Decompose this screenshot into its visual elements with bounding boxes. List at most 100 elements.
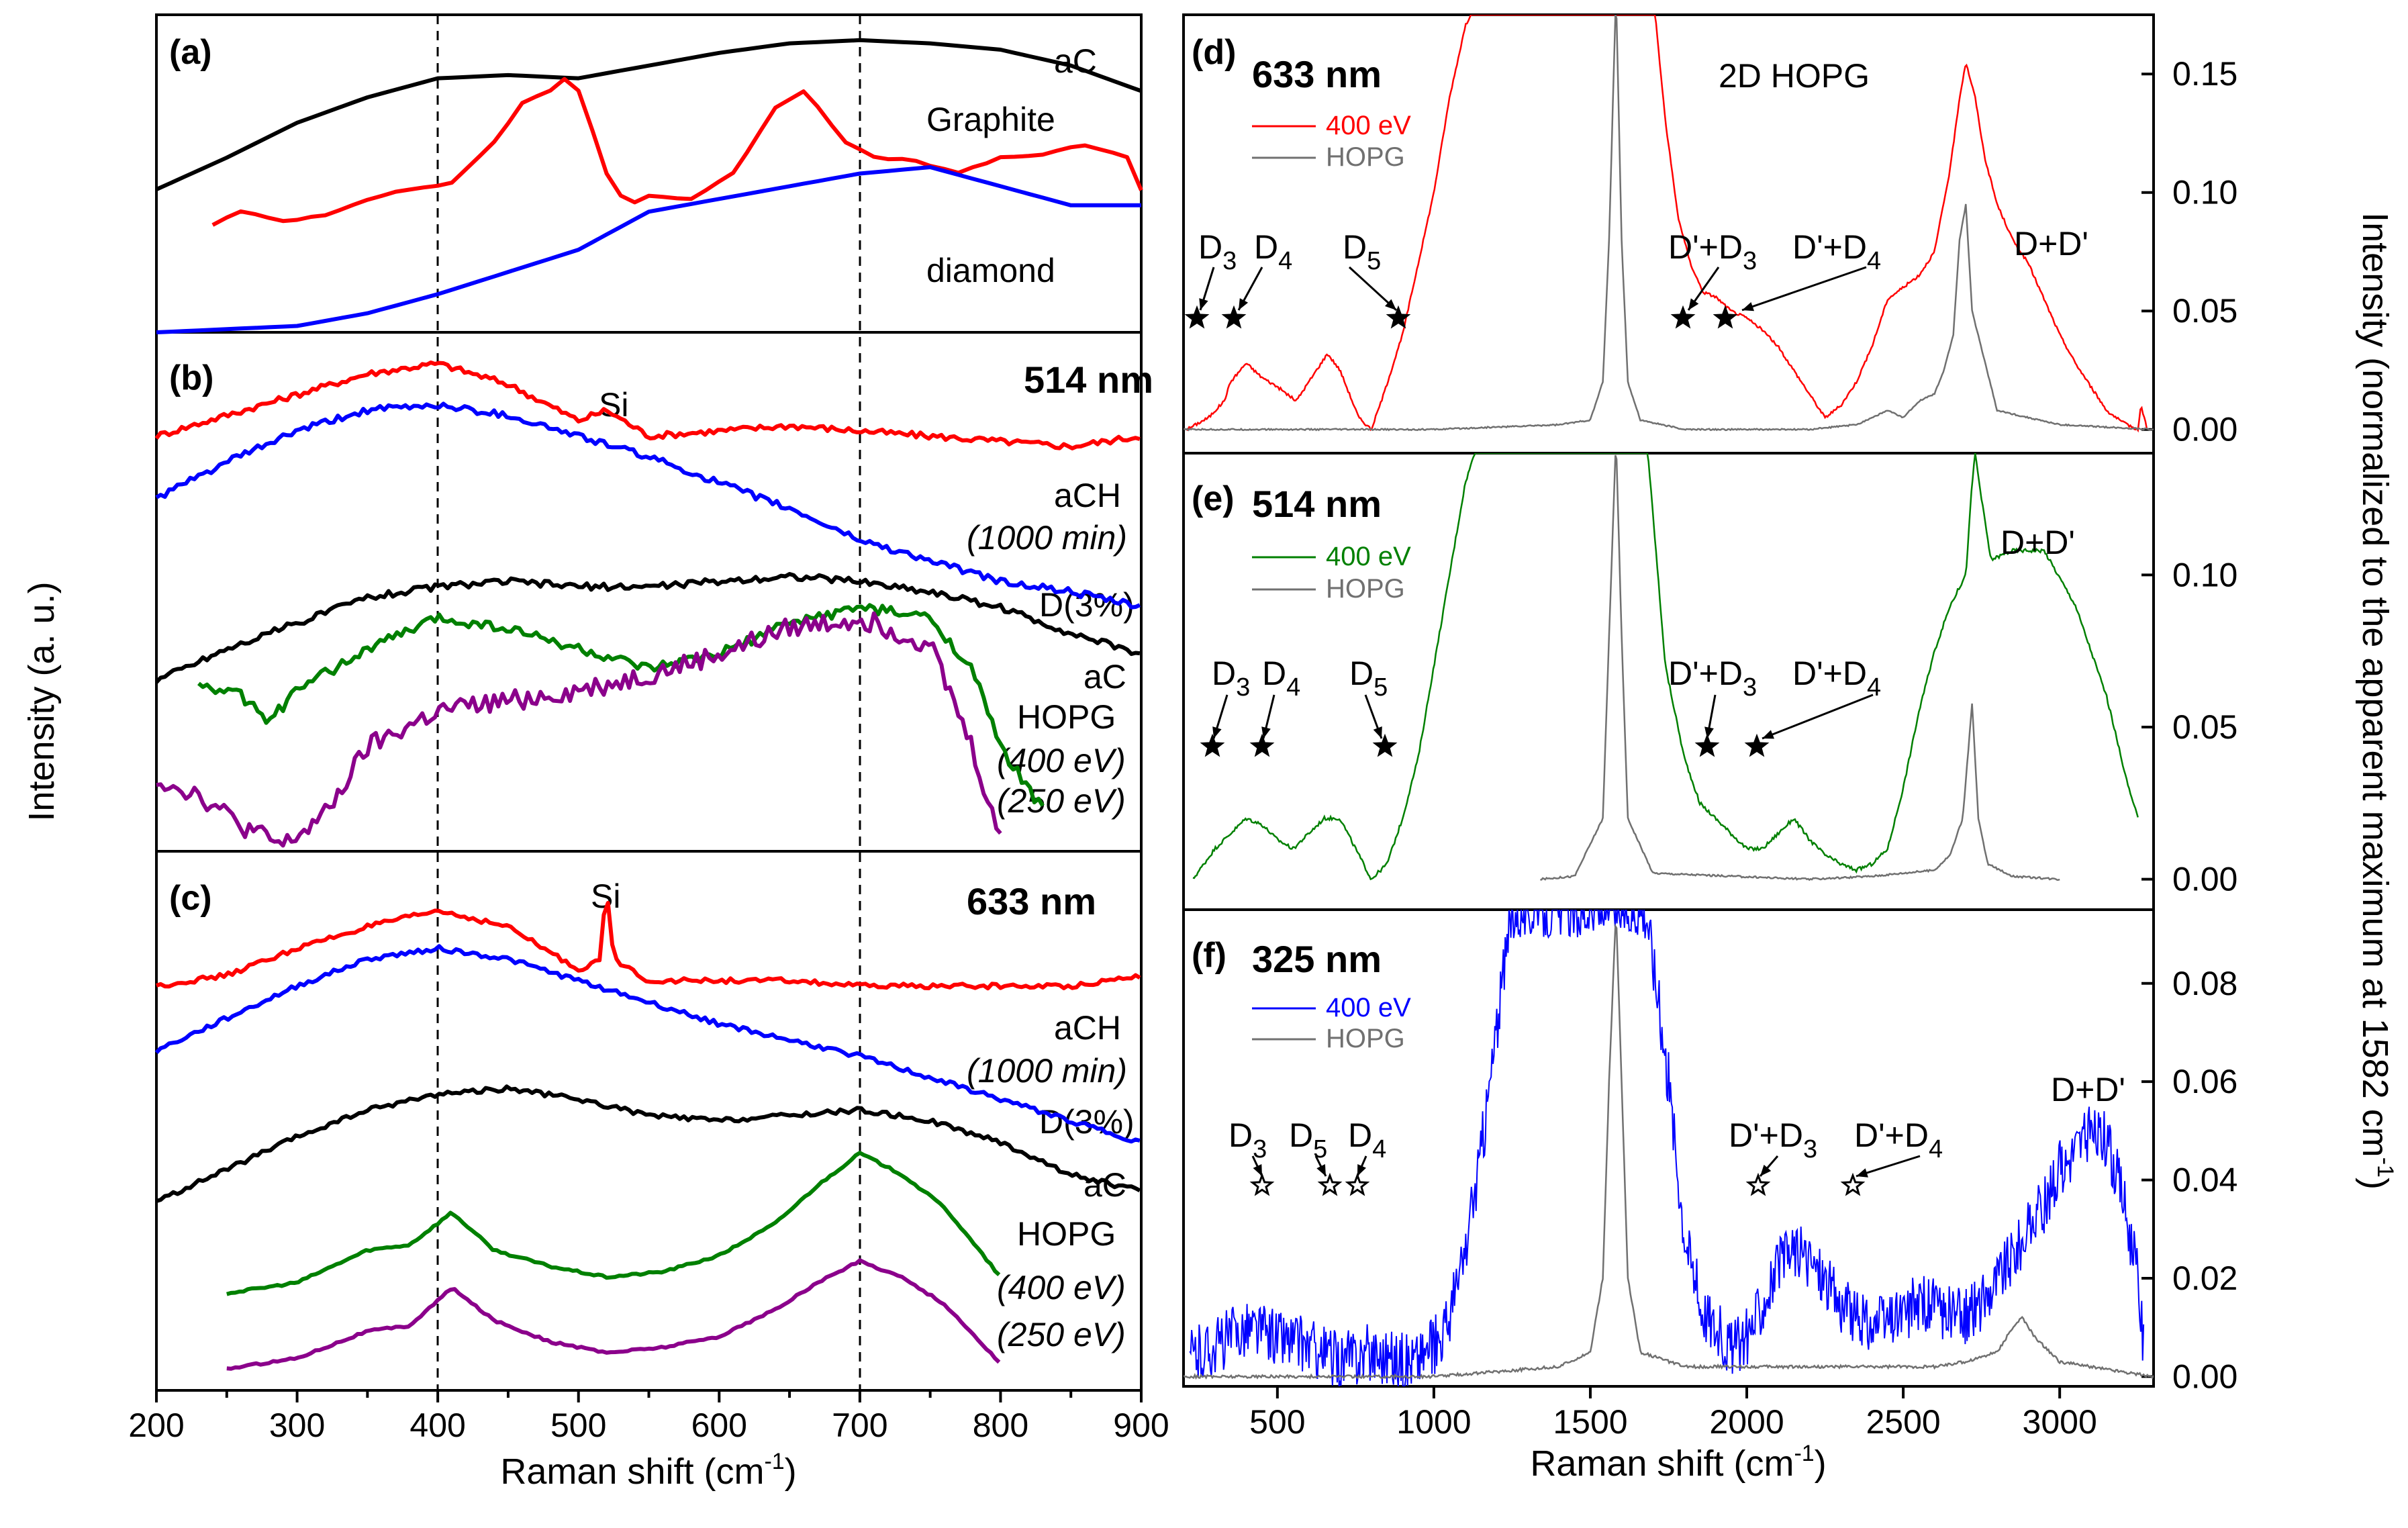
defect-dpd3-arrow-f-head [1760,1164,1772,1176]
defect-dpd3-label-f: D'+D3 [1729,1116,1817,1163]
panel-c-label: (c) [169,879,212,918]
defect-dpd4-arrow-e [1762,694,1874,740]
panel-e-label: (e) [1192,479,1235,518]
series-b-d-3- [155,401,1141,610]
series-e-400-ev [1192,453,2139,881]
right-y-tick-label-0.06: 0.06 [2172,1063,2237,1100]
series-d-400-ev [1186,15,2148,433]
label-hopg-c: HOPG [1017,1215,1116,1253]
right-y-axis-title: Intensity (normalized to the apparent ma… [2355,212,2398,1190]
series-d-hopg [1184,15,2154,432]
label-dd-e: D+D' [2001,524,2075,561]
right-y-tick-label-0.00: 0.00 [2172,411,2237,448]
right-y-tick-label-0.08: 0.08 [2172,965,2237,1002]
title-2d-hopg: 2D HOPG [1719,57,1870,95]
label-ach-time-c: (1000 min) [967,1052,1127,1090]
defect-d4-arrow-d-head [1239,298,1249,310]
defect-d5-arrow-d-head [1385,299,1396,310]
right-series [1184,15,2154,1386]
right-x-tick-label-2500: 2500 [1866,1403,1940,1441]
defect-d5-label-e: D5 [1349,655,1388,702]
defect-d5-arrow-e-head [1373,726,1382,738]
defect-dpd4-label-d: D'+D4 [1792,228,1881,275]
defect-dpd4-arrow-e-head [1762,730,1774,739]
wavelength-633-d: 633 nm [1252,53,1382,95]
right-y-tick-label-0.04: 0.04 [2172,1161,2237,1199]
series-b-ach-1000-min- [154,361,1141,450]
left-x-tick-label-500: 500 [550,1406,606,1444]
defect-dpd3-label-d: D'+D3 [1668,228,1757,275]
defect-d4-label-d: D4 [1254,228,1292,275]
label-hopg-b: HOPG [1017,698,1116,736]
defect-d3-arrow-f-head [1253,1164,1262,1176]
left-x-axis-title: Raman shift (cm-1) [500,1449,796,1492]
panel-a-label: (a) [169,33,212,72]
defect-d3-label-f: D3 [1229,1116,1267,1163]
left-x-tick-label-800: 800 [973,1406,1028,1444]
defect-dpd3-label-e: D'+D3 [1668,655,1757,702]
series-c-hopg-400-ev- [226,1151,1001,1296]
right-x-tick-label-2000: 2000 [1709,1403,1784,1441]
series-c-hopg-250-ev- [226,1258,1001,1371]
left-x-tick-label-300: 300 [269,1406,325,1444]
defect-star-d3-f [1249,1172,1275,1196]
right-x-ticks: 500 1000 1500 2000 2500 3000 [1249,1386,2097,1441]
right-x-tick-label-500: 500 [1249,1403,1305,1441]
defect-star-d5-e [1372,733,1398,757]
panel-f-frame [1182,908,2155,1388]
defect-dpd4-label-e: D'+D4 [1792,655,1881,702]
right-y-tick-label-0.10: 0.10 [2172,174,2237,211]
label-ach-b: aCH [1054,477,1121,514]
panel-b-label: (b) [169,359,213,397]
panel-b-frame [155,331,1143,853]
series-f-400-ev [1189,910,2145,1386]
right-y-ticks: 0.00 0.05 0.10 0.15 0.00 0.05 0.10 0.00 0.02 0.04… [2141,55,2237,1395]
defect-d5-arrow-f-head [1316,1164,1326,1176]
label-graphite: Graphite [926,101,1055,138]
right-y-tick-label-0.10: 0.10 [2172,556,2237,593]
wavelength-514-b: 514 nm [1024,359,1153,401]
defect-d3-label-d: D3 [1198,228,1237,275]
right-y-tick-label-0.00: 0.00 [2172,861,2237,898]
label-250ev-b: (250 eV) [997,782,1126,820]
defect-star-d3-d [1184,305,1210,329]
defect-star-dpd4-f [1840,1172,1866,1196]
defect-star-dpd3-e [1694,733,1720,757]
defect-dpd4-arrow-f [1856,1155,1921,1178]
defect-dpd3-arrow-e-head [1704,726,1714,738]
wavelength-325-f: 325 nm [1252,938,1382,980]
right-y-tick-label-0.00: 0.00 [2172,1357,2237,1395]
defect-star-d5-f [1317,1172,1343,1196]
label-400ev-c: (400 eV) [997,1269,1126,1306]
defect-dpd4-arrow-d-head [1742,302,1754,312]
defect-d4-arrow-f-head [1357,1164,1366,1176]
label-250ev-c: (250 eV) [997,1316,1126,1353]
defect-d5-label-d: D5 [1343,228,1381,275]
right-y-tick-label-0.02: 0.02 [2172,1259,2237,1297]
label-ach-c: aCH [1054,1009,1121,1047]
label-dd-f: D+D' [2051,1071,2125,1108]
defect-star-d4-f [1345,1172,1370,1196]
series-c-d-3- [154,944,1141,1144]
right-x-tick-label-3000: 3000 [2023,1403,2097,1441]
left-panels: 200 300 400 500 600 700 800 900 (a) (b) (c) Int… [21,13,1169,1492]
series-e-hopg [1540,455,2060,881]
wavelength-514-e: 514 nm [1252,483,1382,525]
left-x-tick-label-600: 600 [691,1406,747,1444]
series-b-hopg-400-ev- [197,603,1045,807]
left-series [154,38,1143,1371]
series-c-ac [156,1084,1141,1203]
series-group-e [1192,453,2139,881]
legend-400ev-f: 400 eV [1326,993,1411,1022]
label-aC-b: aC [1083,658,1126,696]
label-400ev-b: (400 eV) [997,742,1126,779]
defect-d3-arrow-d-head [1199,298,1208,310]
right-x-tick-label-1500: 1500 [1553,1403,1627,1441]
defect-star-dpd3-d [1670,305,1696,329]
defect-dpd4-label-f: D'+D4 [1854,1116,1943,1163]
legend-hopg-f: HOPG [1326,1024,1405,1053]
defect-d5-label-f: D5 [1289,1116,1327,1163]
right-y-tick-label-0.05: 0.05 [2172,292,2237,330]
right-x-axis-title: Raman shift (cm-1) [1530,1441,1826,1484]
